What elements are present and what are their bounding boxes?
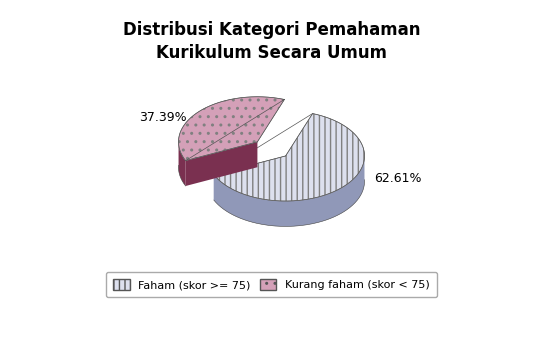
Polygon shape (214, 114, 364, 201)
Text: 37.39%: 37.39% (139, 111, 186, 123)
Polygon shape (179, 140, 186, 186)
Text: 62.61%: 62.61% (374, 172, 421, 185)
Polygon shape (179, 97, 285, 161)
Polygon shape (214, 154, 364, 226)
Polygon shape (186, 142, 257, 186)
Legend: Faham (skor >= 75), Kurang faham (skor < 75): Faham (skor >= 75), Kurang faham (skor <… (106, 272, 437, 297)
Polygon shape (214, 156, 286, 200)
Text: Distribusi Kategori Pemahaman
Kurikulum Secara Umum: Distribusi Kategori Pemahaman Kurikulum … (123, 21, 420, 62)
